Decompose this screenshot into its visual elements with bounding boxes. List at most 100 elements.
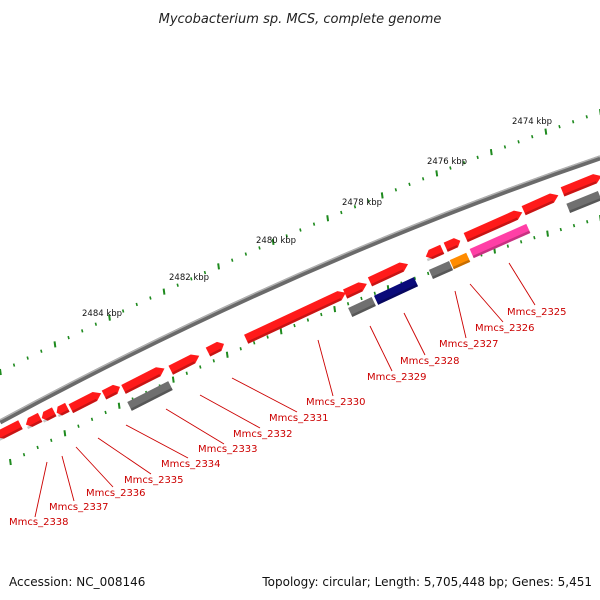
inner-tick	[533, 235, 536, 240]
outer-tick	[231, 258, 234, 262]
tick-label-2476: 2476 kbp	[427, 157, 467, 167]
callout-line	[97, 437, 152, 475]
gene-label-mmcs-2327: Mmcs_2327	[439, 339, 499, 350]
outer-tick	[12, 363, 16, 367]
inner-tick	[266, 335, 269, 339]
inner-tick	[117, 402, 121, 409]
outer-tick	[449, 166, 452, 170]
inner-tick	[90, 417, 94, 422]
outer-tick	[67, 335, 70, 340]
gene-feature	[566, 190, 600, 214]
cds-gene	[121, 367, 165, 394]
tick-label-2484: 2484 kbp	[82, 309, 122, 319]
outer-tick	[162, 288, 166, 295]
outer-tick	[435, 170, 439, 177]
callout-line	[454, 290, 467, 339]
gene-label-mmcs-2334: Mmcs_2334	[161, 459, 221, 470]
cds-gene	[168, 354, 200, 375]
inner-tick	[279, 328, 283, 335]
inner-tick	[413, 276, 417, 280]
inner-tick	[346, 302, 350, 306]
tick-marks-outer	[0, 109, 600, 376]
gene-label-mmcs-2336: Mmcs_2336	[86, 488, 146, 499]
callout-lines	[34, 262, 536, 518]
callout-line	[231, 377, 298, 413]
inner-tick	[519, 240, 523, 244]
outer-tick	[585, 115, 588, 119]
outer-tick	[571, 120, 575, 124]
outer-tick	[380, 192, 384, 199]
outer-tick	[258, 246, 261, 250]
cds-gene	[56, 402, 70, 418]
inner-tick	[104, 410, 107, 415]
callout-line	[165, 408, 225, 445]
outer-tick	[203, 270, 207, 275]
callout-line	[369, 325, 393, 372]
outer-tick	[81, 329, 84, 333]
callout-line	[61, 455, 75, 502]
outer-tick	[149, 296, 152, 300]
tick-label-2480: 2480 kbp	[256, 236, 296, 246]
cds-gene	[425, 244, 445, 262]
outer-tick	[40, 349, 43, 353]
outer-tick	[26, 356, 29, 360]
outer-tick	[544, 128, 548, 135]
gene-feature	[127, 381, 173, 411]
outer-tick	[340, 210, 343, 215]
inner-tick	[333, 305, 337, 313]
misc-feature	[469, 223, 531, 259]
outer-tick	[190, 277, 193, 281]
outer-tick	[0, 368, 2, 376]
inner-tick	[293, 323, 296, 328]
cds-gene	[367, 262, 409, 287]
gene-label-mmcs-2326: Mmcs_2326	[475, 323, 535, 334]
gene-label-mmcs-2338: Mmcs_2338	[9, 517, 69, 528]
callout-line	[34, 461, 48, 518]
outer-tick	[421, 177, 425, 181]
outer-tick	[244, 252, 248, 256]
inner-tick	[253, 341, 256, 345]
inner-tick	[559, 227, 562, 232]
inner-tick	[185, 371, 188, 375]
inner-tick	[373, 291, 376, 296]
outer-tick	[503, 145, 507, 149]
cds-gene	[244, 291, 346, 344]
outer-tick	[462, 160, 466, 165]
cds-gene	[463, 210, 523, 243]
callout-line	[508, 262, 536, 306]
callout-line	[469, 283, 504, 323]
outer-tick	[326, 215, 330, 222]
trna-feature	[373, 277, 419, 305]
topology-text: Topology: circular; Length: 5,705,448 bp…	[261, 575, 592, 589]
outer-tick	[394, 188, 398, 192]
outer-tick	[517, 140, 520, 144]
cds-gene	[443, 238, 461, 252]
outer-tick	[531, 135, 534, 139]
gene-label-mmcs-2331: Mmcs_2331	[269, 413, 329, 424]
outer-tick	[558, 124, 561, 129]
callout-line	[317, 339, 334, 397]
gene-label-mmcs-2332: Mmcs_2332	[233, 429, 293, 440]
outer-tick	[489, 149, 493, 156]
inner-tick	[360, 296, 363, 301]
inner-tick	[9, 458, 12, 466]
cds-gene	[25, 412, 43, 430]
cds-gene	[521, 193, 559, 216]
gene-label-mmcs-2333: Mmcs_2333	[198, 444, 258, 455]
map-title: Mycobacterium sp. MCS, complete genome	[159, 12, 442, 27]
inner-tick	[506, 244, 510, 248]
cds-gene	[101, 384, 121, 400]
inner-tick	[212, 359, 215, 363]
outer-tick	[299, 228, 302, 232]
inner-tick	[426, 271, 430, 276]
outer-tick	[108, 314, 111, 321]
inner-tick	[36, 445, 39, 450]
callout-line	[125, 424, 189, 459]
callout-line	[199, 394, 261, 429]
rrna-feature	[449, 252, 471, 270]
inner-tick	[63, 430, 67, 437]
gene-label-mmcs-2330: Mmcs_2330	[306, 397, 366, 408]
inner-tick	[171, 376, 175, 383]
outer-tick	[121, 309, 125, 313]
